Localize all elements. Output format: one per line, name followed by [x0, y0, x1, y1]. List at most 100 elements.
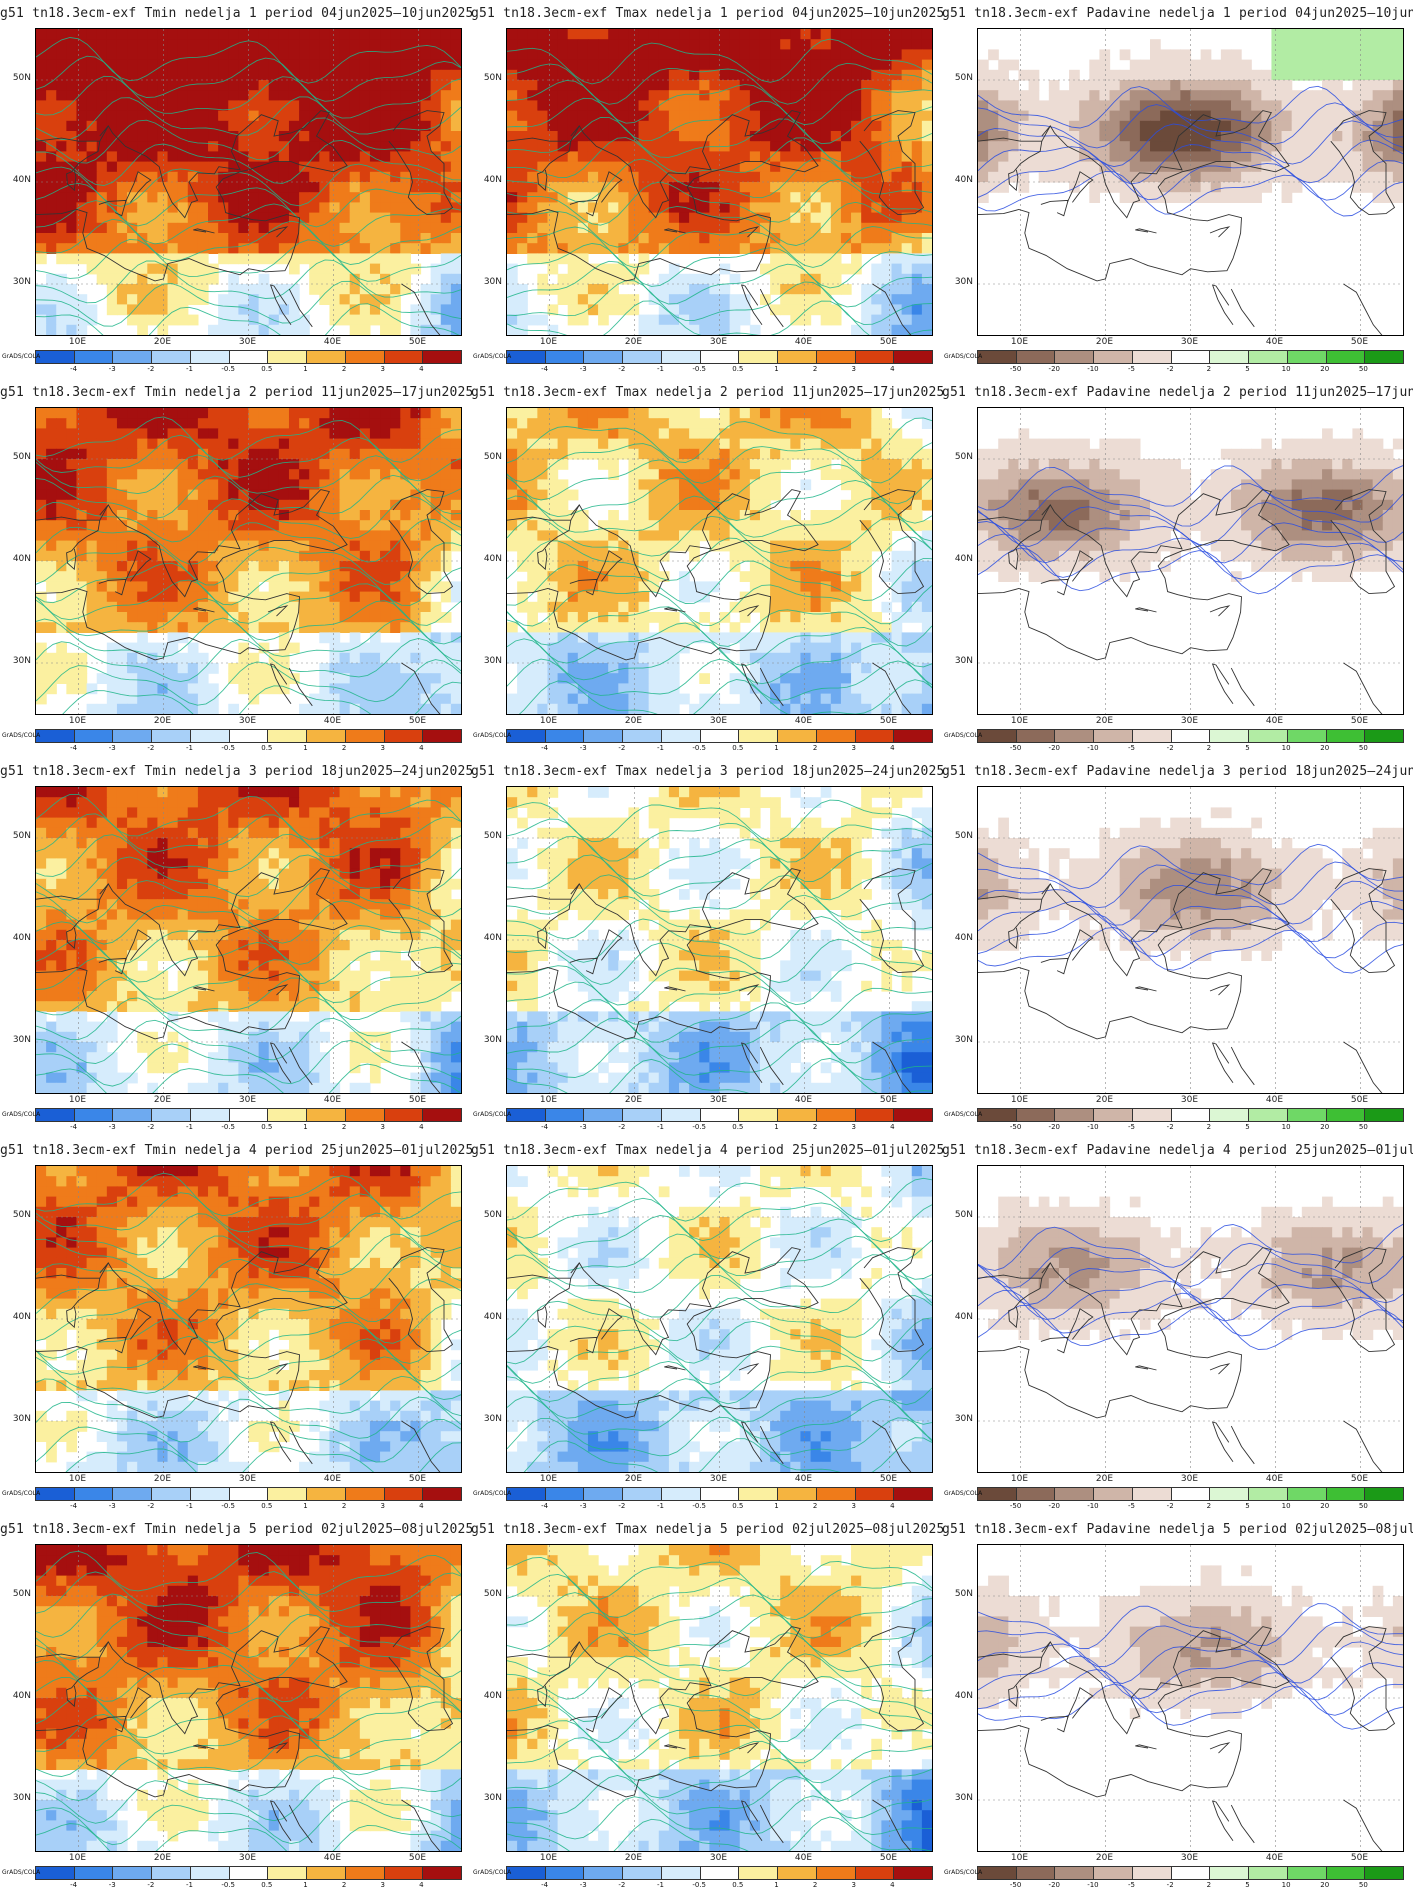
map-area	[506, 786, 933, 1094]
colorbar-swatch	[855, 1867, 895, 1879]
y-tick-label: 30N	[483, 656, 502, 666]
colorbar-label: -50	[1009, 1123, 1022, 1131]
colorbar-swatch	[778, 730, 817, 742]
colorbar-label: -4	[541, 1502, 549, 1510]
colorbar-label: -2	[618, 1881, 626, 1889]
x-tick-label: 30E	[238, 1095, 257, 1105]
colorbar-swatch	[778, 1488, 817, 1500]
y-tick-label: 40N	[12, 175, 31, 185]
colorbar-label: -2	[1166, 1881, 1174, 1889]
y-tick-label: 40N	[483, 1691, 502, 1701]
colorbar-label: -4	[70, 1123, 78, 1131]
colorbar-label: -5	[1128, 1123, 1136, 1131]
x-tick-label: 30E	[709, 1095, 728, 1105]
colorbar-label: 2	[812, 365, 818, 373]
colorbar	[977, 1866, 1404, 1880]
colorbar-label: -2	[1166, 744, 1174, 752]
y-tick-label: 50N	[483, 1210, 502, 1220]
colorbar-label: 3	[851, 744, 856, 752]
colorbar-label: -20	[1048, 1881, 1060, 1889]
x-tick-label: 20E	[153, 1095, 172, 1105]
colorbar-swatch	[36, 1867, 75, 1879]
colorbar-label: 20	[1320, 1502, 1330, 1510]
colorbar-swatch	[816, 1867, 856, 1879]
colorbar-swatch	[113, 351, 153, 363]
colorbar-swatch	[268, 1867, 308, 1879]
colorbar-swatch	[1210, 1109, 1250, 1121]
colorbar-label: 3	[851, 1881, 856, 1889]
colorbar-swatch	[1365, 1867, 1404, 1879]
colorbar-label: -1	[186, 1881, 194, 1889]
y-tick-label: 40N	[483, 1312, 502, 1322]
colorbar-label: 3	[851, 1123, 856, 1131]
forecast-panel: g51 tn18.3ecm-exf Tmax nedelja 4 period …	[471, 1137, 944, 1516]
colorbar-label: 5	[1245, 744, 1250, 752]
map-area	[506, 1544, 933, 1852]
colorbar	[977, 729, 1404, 743]
colorbar-swatch	[74, 1488, 114, 1500]
colorbar-label: -20	[1048, 1502, 1060, 1510]
colorbar-swatch	[384, 1109, 424, 1121]
x-tick-label: 20E	[153, 716, 172, 726]
y-tick-label: 30N	[12, 1793, 31, 1803]
colorbar-label: -2	[618, 1502, 626, 1510]
colorbar-swatch	[816, 730, 856, 742]
panel-title: g51 tn18.3ecm-exf Tmin nedelja 2 period …	[0, 385, 474, 400]
colorbar-label: 5	[1245, 1123, 1250, 1131]
colorbar-label: -3	[108, 365, 116, 373]
colorbar-label: 0.5	[732, 1881, 744, 1889]
x-tick-label: 10E	[1010, 1474, 1029, 1484]
colorbar-swatch	[152, 1488, 191, 1500]
colorbar-label: 4	[890, 1502, 895, 1510]
x-tick-label: 40E	[323, 1095, 342, 1105]
colorbar-swatch	[1287, 351, 1327, 363]
colorbar-swatch	[229, 351, 269, 363]
colorbar-swatch	[700, 351, 740, 363]
x-tick-label: 10E	[1010, 1095, 1029, 1105]
map-area	[35, 1544, 462, 1852]
colorbar-swatch	[1326, 351, 1366, 363]
colorbar-label: 20	[1320, 1881, 1330, 1889]
y-tick-label: 40N	[12, 1691, 31, 1701]
colorbar-swatch	[113, 730, 153, 742]
colorbar-label: 2	[1206, 1502, 1212, 1510]
colorbar-swatch	[1055, 1867, 1095, 1879]
panel-title: g51 tn18.3ecm-exf Padavine nedelja 4 per…	[942, 1143, 1413, 1158]
forecast-panel: g51 tn18.3ecm-exf Tmin nedelja 5 period …	[0, 1516, 473, 1895]
x-tick-label: 50E	[879, 716, 898, 726]
colorbar-label: 2	[812, 744, 818, 752]
grads-credit: GrADS/COLA	[944, 353, 983, 360]
colorbar-swatch	[661, 351, 701, 363]
colorbar-swatch	[345, 351, 385, 363]
colorbar-swatch	[268, 1109, 308, 1121]
colorbar	[35, 729, 462, 743]
colorbar-swatch	[345, 1867, 385, 1879]
colorbar-swatch	[894, 351, 933, 363]
colorbar-label: 3	[380, 1123, 385, 1131]
colorbar-label: 5	[1245, 365, 1250, 373]
colorbar	[977, 1108, 1404, 1122]
colorbar-swatch	[1016, 1867, 1056, 1879]
y-tick-label: 50N	[483, 831, 502, 841]
x-tick-label: 50E	[1350, 1474, 1369, 1484]
colorbar-label: 0.5	[261, 1881, 273, 1889]
x-tick-label: 30E	[238, 716, 257, 726]
colorbar-swatch	[700, 1109, 740, 1121]
x-tick-label: 40E	[1265, 1095, 1284, 1105]
grads-credit: GrADS/COLA	[944, 732, 983, 739]
colorbar-label: -1	[657, 1123, 665, 1131]
colorbar-swatch	[229, 1488, 269, 1500]
x-tick-label: 40E	[1265, 337, 1284, 347]
colorbar-swatch	[1365, 351, 1404, 363]
y-tick-label: 50N	[954, 452, 973, 462]
y-tick-label: 30N	[954, 656, 973, 666]
x-tick-label: 30E	[238, 1474, 257, 1484]
colorbar-swatch	[1016, 351, 1056, 363]
x-tick-label: 50E	[408, 1095, 427, 1105]
x-tick-label: 40E	[323, 337, 342, 347]
map-area	[506, 407, 933, 715]
colorbar-swatch	[1249, 351, 1288, 363]
colorbar-swatch	[36, 730, 75, 742]
panel-title: g51 tn18.3ecm-exf Tmax nedelja 5 period …	[471, 1522, 945, 1537]
panel-title: g51 tn18.3ecm-exf Tmax nedelja 3 period …	[471, 764, 945, 779]
